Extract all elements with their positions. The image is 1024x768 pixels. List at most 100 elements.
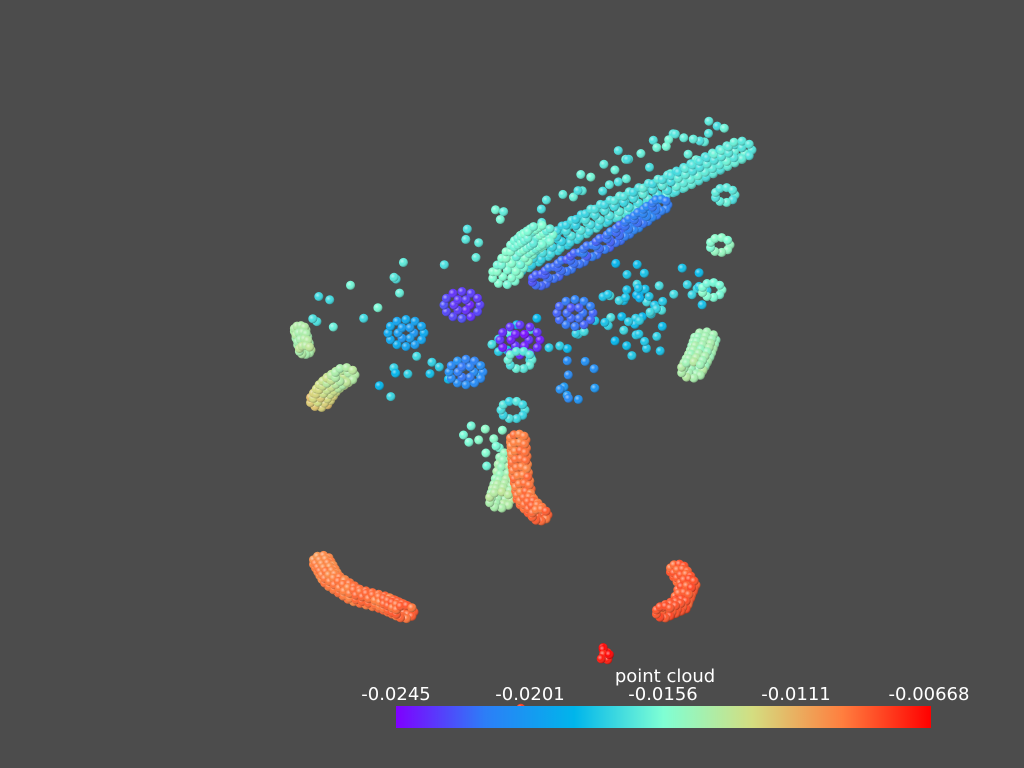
point-sphere-shade (688, 166, 698, 176)
scalar-bar-tick-4: -0.00668 (888, 684, 970, 705)
point-sphere-shade (712, 121, 722, 131)
point-sphere-shade (536, 255, 546, 265)
point-sphere-shade (518, 400, 528, 410)
point-sphere-shade (459, 430, 468, 440)
point-sphere-shade (489, 434, 499, 444)
point-sphere-shade (596, 654, 606, 664)
point-sphere-shade (635, 316, 644, 326)
point-sphere-shade (655, 346, 665, 356)
point-sphere-shade (613, 177, 623, 187)
point-sphere-shade (410, 316, 420, 326)
point-sphere-shade (397, 323, 407, 333)
point-sphere-shade (465, 372, 475, 382)
point-sphere-shade (638, 189, 648, 199)
point-sphere-shade (405, 333, 415, 343)
point-sphere-shade (609, 202, 619, 212)
point-sphere-shade (710, 234, 720, 243)
point-sphere-shade (464, 437, 474, 447)
point-sphere-shade (498, 343, 508, 352)
point-sphere-shade (729, 137, 739, 147)
point-sphere-shade (505, 322, 515, 332)
point-sphere-shade (314, 292, 324, 301)
point-sphere-shade (636, 149, 646, 158)
point-sphere-shade (688, 134, 698, 144)
point-sphere-shade (407, 603, 417, 613)
point-sphere-shade (461, 354, 471, 364)
point-sphere-shade (471, 253, 481, 262)
point-sphere-shade (563, 370, 573, 380)
point-sphere-shade (499, 207, 509, 217)
point-sphere-shade (535, 335, 545, 345)
point-sphere-shade (497, 260, 507, 270)
point-sphere-shade (335, 364, 345, 373)
point-sphere-shade (669, 289, 679, 299)
point-sphere-shade (598, 186, 608, 196)
point-sphere-shade (619, 325, 629, 335)
point-sphere-shade (537, 240, 547, 250)
point-sphere-shade (664, 135, 674, 145)
point-sphere-shade (629, 194, 638, 203)
point-sphere-shade (519, 364, 529, 374)
scalar-bar-tick-2: -0.0156 (628, 684, 698, 705)
point-sphere-shade (665, 603, 675, 613)
point-sphere-shade (579, 327, 589, 337)
point-sphere-shade (584, 226, 594, 236)
point-sphere-shade (679, 133, 689, 143)
point-sphere-shade (308, 314, 318, 324)
point-sphere-shade (541, 506, 551, 516)
point-sphere-shade (502, 280, 512, 290)
point-sphere-shade (634, 329, 644, 339)
point-sphere-shade (348, 365, 358, 375)
point-sphere-shade (545, 224, 555, 234)
point-sphere-shade (305, 342, 315, 352)
point-sphere-shade (632, 260, 642, 269)
point-sphere-shade (586, 172, 596, 182)
point-sphere-shade (480, 424, 490, 434)
point-sphere-shade (600, 206, 610, 216)
point-sphere-shade (374, 381, 384, 391)
point-sphere-shade (657, 181, 667, 191)
point-sphere-shade (457, 287, 467, 296)
point-sphere-shade (571, 329, 581, 339)
point-sphere-shade (717, 152, 726, 162)
point-sphere-shade (466, 288, 476, 298)
point-sphere-shade (385, 335, 395, 345)
point-sphere-shade (555, 384, 565, 394)
point-sphere-shade (328, 322, 338, 332)
point-sphere-shade (724, 148, 734, 158)
point-sphere-shade (604, 650, 614, 660)
point-sphere-shade (723, 235, 733, 245)
point-sphere-shade (744, 151, 754, 161)
point-sphere-shade (622, 270, 632, 279)
point-sphere-shade (575, 232, 585, 242)
point-sphere-shade (529, 222, 538, 232)
point-sphere-shade (346, 280, 355, 290)
point-sphere-shade (645, 307, 655, 317)
point-sphere-shade (554, 301, 564, 311)
point-sphere-shade (697, 300, 707, 310)
point-sphere-shade (473, 307, 483, 317)
point-sphere-shade (507, 273, 517, 283)
point-sphere-shade (434, 362, 444, 372)
point-sphere-shade (619, 198, 629, 208)
point-sphere-shade (461, 295, 471, 305)
point-sphere-shade (603, 289, 613, 299)
scalar-bar-title: point cloud (614, 666, 716, 687)
point-sphere-shade (645, 162, 654, 172)
point-sphere-shade (461, 380, 471, 390)
scalar-bar: point cloud -0.0245 -0.0201 -0.0156 -0.0… (360, 666, 980, 736)
point-sphere-shade (574, 303, 584, 313)
point-sphere-shade (556, 243, 565, 253)
point-sphere-shade (670, 129, 680, 139)
point-sphere-shade (715, 184, 725, 193)
point-sphere-shade (633, 283, 643, 293)
point-sphere-shade (604, 180, 614, 190)
point-sphere-shade (709, 155, 719, 165)
point-sphere-shade (683, 149, 693, 159)
point-sphere-shade (661, 142, 671, 151)
point-sphere-shade (622, 341, 632, 351)
point-sphere-shade (473, 293, 483, 303)
point-sphere-shade (474, 435, 484, 445)
